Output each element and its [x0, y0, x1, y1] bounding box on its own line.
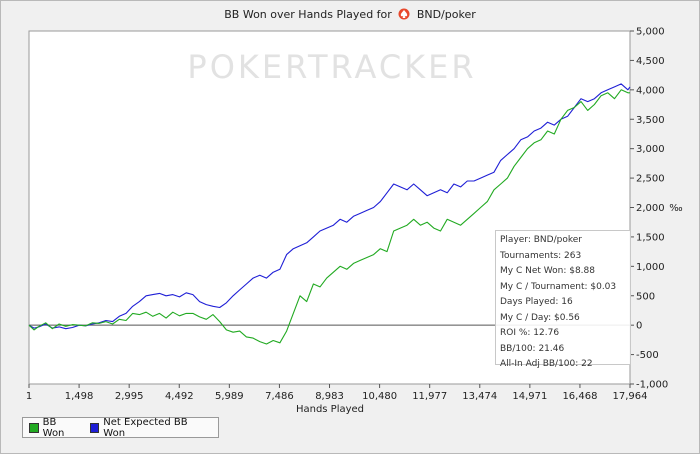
legend-item-net-expected[interactable]: Net Expected BB Won [89, 416, 208, 439]
x-tick-label: 13,474 [462, 391, 497, 402]
y-tick-label: -500 [636, 350, 659, 361]
chart-title-player: BND/poker [416, 8, 476, 21]
legend-swatch-net-expected [89, 422, 100, 433]
y-tick-label: 1,500 [636, 232, 665, 243]
player-stats-box: Player: BND/poker Tournaments: 263 My C … [495, 230, 631, 369]
y-tick-label: 0 [636, 321, 642, 332]
y-tick-label: 3,000 [636, 144, 665, 155]
y-tick-label: 5,000 [636, 27, 665, 38]
y-axis: 5,000 4,500 4,000 3,500 3,000 2,500 2,000 1,500… [630, 27, 668, 391]
x-tick-label: 5,989 [215, 391, 244, 402]
y-tick-label: 4,000 [636, 85, 665, 96]
x-tick-label: 16,468 [562, 391, 597, 402]
stat-per-day: My C / Day: $0.56 [500, 312, 580, 323]
y-tick-label: 3,500 [636, 115, 665, 126]
y-axis-unit: ‰ [669, 203, 682, 214]
legend-item-bb-won[interactable]: BB Won [29, 417, 80, 439]
chart-title: BB Won over Hands Played for BND/poker [0, 8, 700, 21]
legend-label-net-expected: Net Expected BB Won [103, 416, 188, 439]
x-tick-label: 8,983 [315, 391, 344, 402]
series-line-net-expected [28, 83, 631, 330]
chart-title-prefix: BB Won over Hands Played for [224, 8, 392, 21]
legend-label-bb-won: BB Won [42, 416, 65, 439]
y-tick-label: 500 [636, 291, 655, 302]
x-tick-label: 1,498 [65, 391, 94, 402]
x-tick-label: 10,480 [362, 391, 397, 402]
x-tick-label: 2,995 [115, 391, 144, 402]
stat-bb-100: BB/100: 21.46 [500, 343, 565, 354]
y-tick-label: 2,000 [636, 203, 665, 214]
stat-days-played: Days Played: 16 [500, 297, 573, 307]
legend-swatch-bb-won [29, 422, 39, 433]
y-tick-label: 2,500 [636, 174, 665, 185]
stat-tournaments: Tournaments: 263 [500, 250, 582, 261]
y-tick-label: 1,000 [636, 262, 665, 273]
x-tick-label: 4,492 [165, 391, 194, 402]
x-tick-label: 7,486 [265, 391, 294, 402]
series-line-bb-won [28, 89, 630, 345]
stat-roi: ROI %: 12.76 [500, 328, 560, 338]
pokerstars-spade-icon [398, 8, 410, 20]
stat-net-won: My C Net Won: $8.88 [500, 266, 595, 276]
x-tick-label: 11,977 [412, 391, 447, 402]
stat-allin-adj-bb-100: All-In Adj BB/100: 22 [500, 359, 593, 369]
x-axis: 1 1,498 2,995 4,492 5,989 7,486 8,983 10,480 11,… [26, 384, 648, 402]
x-axis-label: Hands Played [296, 404, 364, 415]
stat-per-tournament: My C / Tournament: $0.03 [500, 281, 617, 292]
stat-player: Player: BND/poker [500, 235, 582, 245]
x-tick-label: 14,971 [512, 391, 547, 402]
x-tick-label: 17,964 [613, 391, 648, 402]
y-tick-label: 4,500 [636, 56, 665, 67]
chart-legend: BB Won Net Expected BB Won [22, 416, 219, 439]
y-tick-label: -1,000 [636, 380, 668, 391]
watermark: POKERTRACKER [187, 48, 476, 86]
x-tick-label: 1 [26, 391, 32, 402]
